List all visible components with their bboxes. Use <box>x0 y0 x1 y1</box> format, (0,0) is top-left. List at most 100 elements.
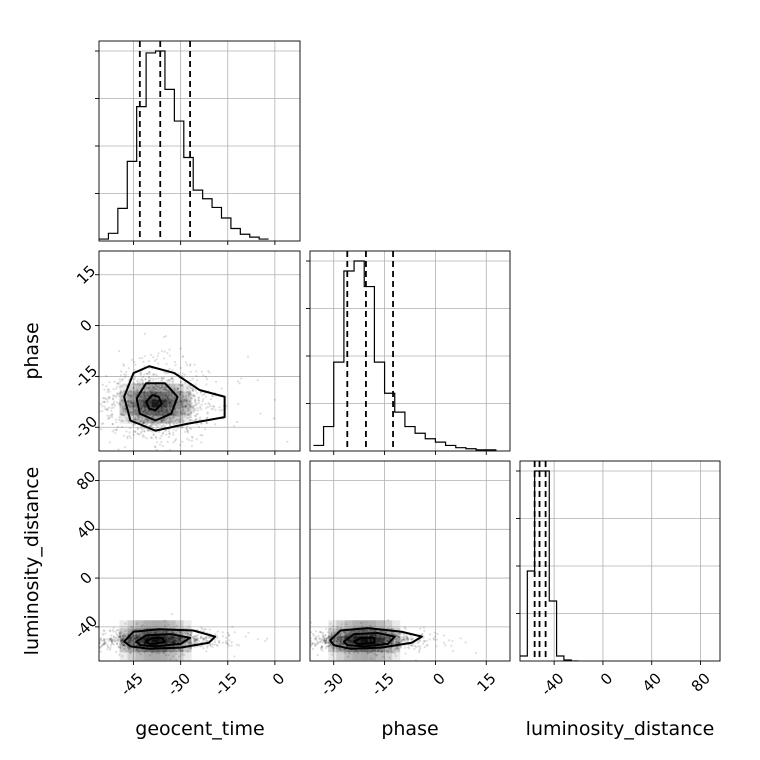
scatter-point <box>201 393 204 397</box>
scatter-point <box>196 412 199 415</box>
scatter-point <box>189 379 192 382</box>
x-tick-label: 40 <box>639 669 665 695</box>
scatter-point <box>208 636 212 639</box>
density-cell <box>344 628 353 637</box>
scatter-point <box>406 637 409 640</box>
scatter-point <box>390 642 393 645</box>
scatter-point <box>152 420 155 424</box>
contour-line <box>135 633 192 648</box>
scatter-point <box>109 637 112 640</box>
scatter-point <box>191 419 194 422</box>
scatter-point <box>324 647 327 650</box>
scatter-point <box>112 394 115 397</box>
scatter-point <box>338 639 341 643</box>
scatter-point <box>191 388 194 391</box>
density-cell <box>119 636 128 645</box>
scatter-point <box>168 392 171 395</box>
scatter-point <box>190 405 193 408</box>
density-cell <box>368 652 377 661</box>
density-cell <box>143 652 152 661</box>
scatter-point <box>109 638 112 641</box>
scatter-point <box>167 389 170 392</box>
scatter-point <box>139 395 143 398</box>
scatter-point <box>175 418 178 421</box>
scatter-point <box>392 641 395 644</box>
scatter-point <box>138 433 141 436</box>
scatter-point <box>194 399 197 402</box>
density-cell <box>143 391 152 400</box>
scatter-point <box>129 640 133 644</box>
scatter-point <box>214 408 217 411</box>
scatter-point <box>159 389 162 393</box>
scatter-point <box>106 407 109 410</box>
density-cell <box>119 407 128 416</box>
scatter-point <box>133 393 136 396</box>
scatter-point <box>341 643 344 646</box>
scatter-point <box>101 643 104 646</box>
scatter-point <box>206 411 209 414</box>
scatter-point <box>386 636 390 639</box>
scatter-point <box>396 635 400 639</box>
scatter-point <box>191 389 194 392</box>
scatter-point <box>141 380 144 383</box>
scatter-point <box>186 386 189 389</box>
scatter-point <box>386 640 389 643</box>
scatter-point <box>111 423 114 426</box>
scatter-point <box>120 640 123 643</box>
density-cell <box>175 399 184 408</box>
scatter-point <box>197 637 200 640</box>
scatter-point <box>386 636 389 639</box>
scatter-point <box>180 426 184 429</box>
scatter-point <box>162 423 165 426</box>
scatter-point <box>194 409 197 412</box>
scatter-point <box>405 639 408 642</box>
scatter-point <box>225 405 228 408</box>
scatter-point <box>192 635 195 638</box>
scatter-point <box>345 623 348 626</box>
scatter-point <box>157 422 160 425</box>
scatter-point <box>162 431 165 435</box>
scatter-point <box>178 639 181 642</box>
scatter-point <box>209 643 212 646</box>
scatter-point <box>130 625 133 629</box>
density-cell <box>336 636 345 645</box>
scatter-point <box>384 637 388 641</box>
scatter-point <box>390 642 393 645</box>
scatter-point <box>168 423 171 427</box>
scatter-point <box>121 410 125 414</box>
scatter-point <box>179 393 182 397</box>
scatter-point <box>418 649 421 652</box>
scatter-point <box>133 638 137 641</box>
scatter-point <box>60 416 62 418</box>
scatter-point <box>99 646 102 649</box>
scatter-point <box>404 638 407 641</box>
scatter-point <box>196 637 199 640</box>
scatter-point <box>134 634 138 637</box>
scatter-point <box>172 433 175 436</box>
scatter-point <box>405 635 408 638</box>
scatter-point <box>174 414 177 417</box>
scatter-point <box>118 418 121 421</box>
scatter-point <box>188 427 191 430</box>
scatter-point <box>387 639 390 642</box>
scatter-point <box>119 646 122 650</box>
scatter-point <box>153 389 156 392</box>
scatter-point <box>140 378 143 381</box>
scatter-point <box>380 650 383 653</box>
scatter-point <box>321 649 324 652</box>
scatter-point <box>133 395 136 398</box>
scatter-point <box>141 410 145 413</box>
scatter-point <box>168 390 171 393</box>
scatter-point <box>134 363 137 366</box>
scatter-point <box>70 641 72 643</box>
scatter-point <box>115 636 118 639</box>
scatter-point <box>190 634 193 637</box>
density-cell <box>352 652 361 661</box>
scatter-point <box>174 429 178 432</box>
scatter-point <box>140 427 143 430</box>
scatter-point <box>156 385 160 388</box>
scatter-point <box>114 418 118 421</box>
scatter-point <box>158 652 161 655</box>
density-cell <box>119 383 128 392</box>
scatter-point <box>286 440 289 443</box>
